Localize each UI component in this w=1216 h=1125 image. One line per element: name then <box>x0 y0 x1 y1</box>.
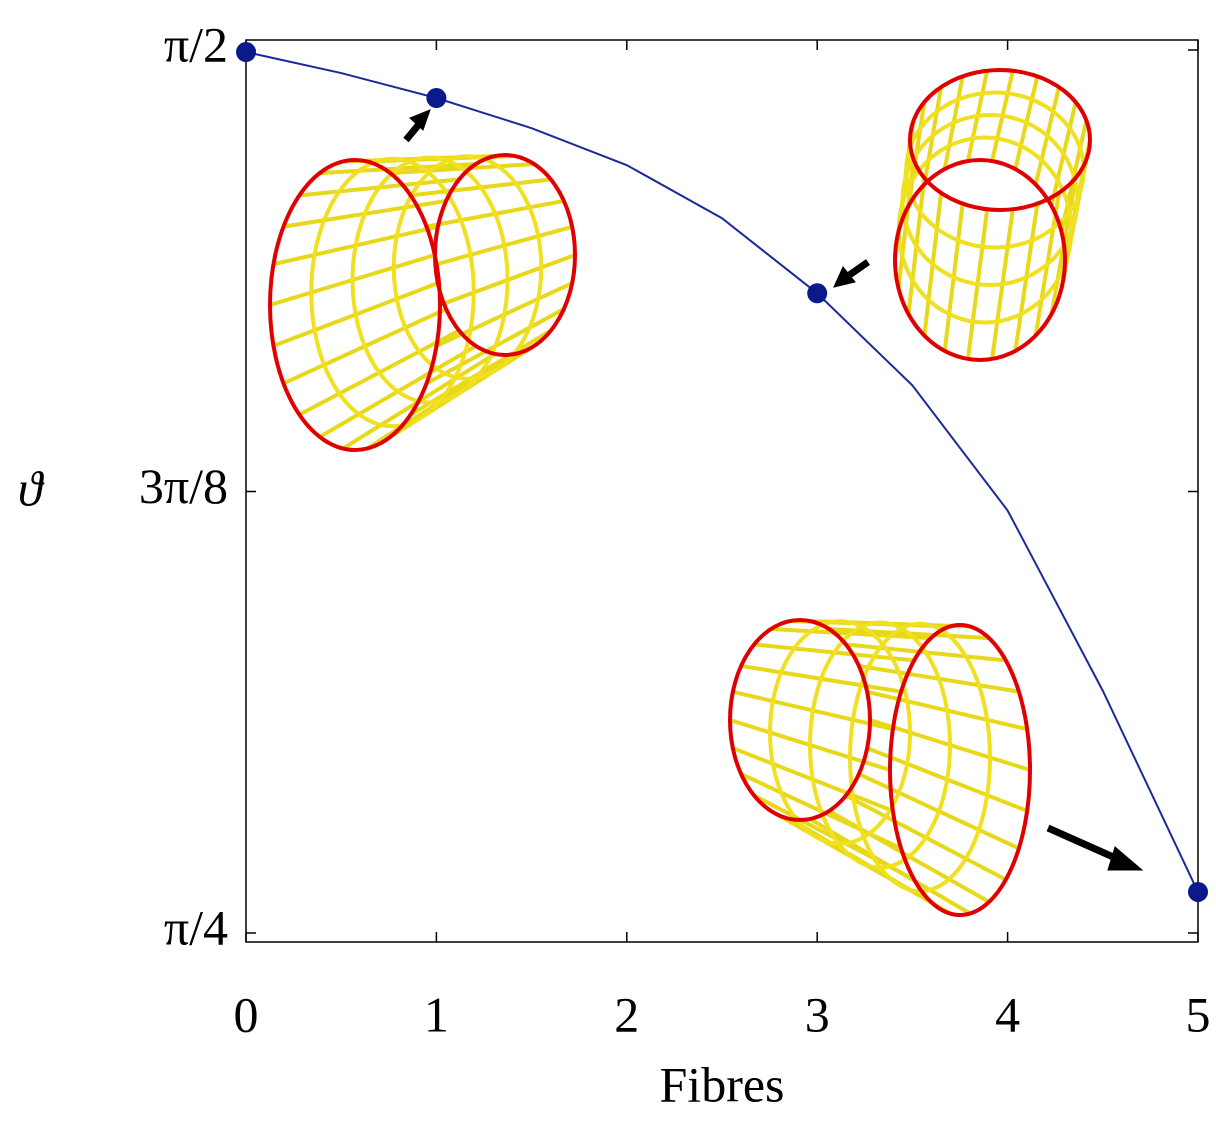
rim <box>893 158 1067 362</box>
x-tick-label: 3 <box>805 986 830 1042</box>
fibre-ring <box>848 621 992 894</box>
x-tick-label: 4 <box>995 986 1020 1042</box>
cylinder <box>268 153 577 452</box>
illustrations <box>268 68 1092 917</box>
rim <box>433 153 577 357</box>
rim <box>908 68 1092 212</box>
arrows <box>403 109 1144 871</box>
y-axis-label: ϑ <box>18 460 45 516</box>
data-point <box>426 88 447 109</box>
data-point <box>807 283 828 304</box>
arrow <box>845 259 871 279</box>
fibre-ring <box>391 154 544 381</box>
arrow <box>403 120 423 143</box>
arrow <box>1046 824 1122 864</box>
rim <box>268 158 442 452</box>
rim <box>888 623 1032 917</box>
arrow-head <box>833 266 856 288</box>
arrow-head <box>409 109 431 131</box>
cylinder <box>893 68 1092 362</box>
x-tick-label: 2 <box>614 986 639 1042</box>
rim <box>728 618 872 822</box>
fibre-ring <box>350 155 510 405</box>
x-tick-label: 1 <box>424 986 449 1042</box>
curve <box>245 51 1199 893</box>
data-point <box>1188 881 1208 902</box>
x-axis-label: Fibres <box>660 1056 785 1112</box>
fibre-ring <box>808 620 952 870</box>
x-tick-label: 5 <box>1186 986 1211 1042</box>
y-tick-label: π/2 <box>164 16 228 72</box>
x-tick-label: 0 <box>234 986 259 1042</box>
fibre-ring <box>309 156 476 429</box>
y-tick-label: π/4 <box>164 899 228 955</box>
cylinder <box>728 618 1032 917</box>
data-point <box>236 42 256 63</box>
arrow-head <box>1107 846 1144 871</box>
y-tick-label: 3π/8 <box>139 458 228 514</box>
